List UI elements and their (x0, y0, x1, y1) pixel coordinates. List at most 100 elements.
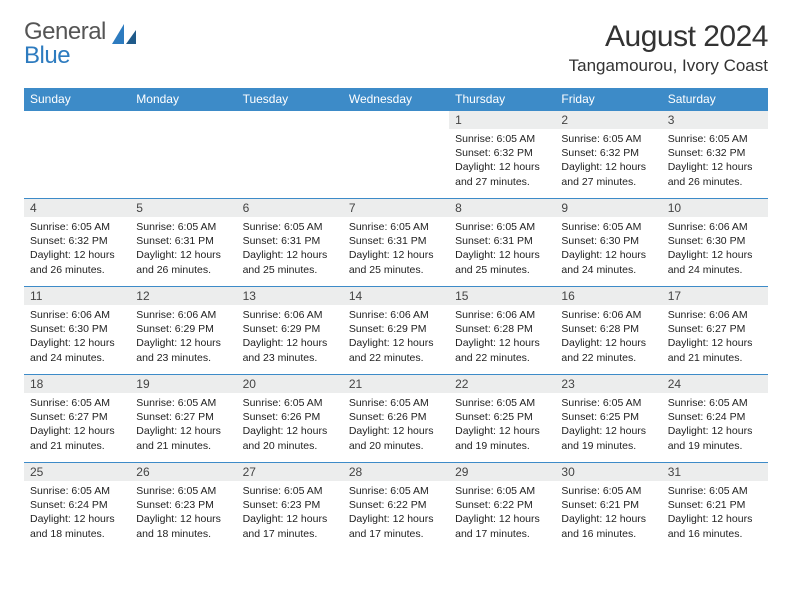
day-content: Sunrise: 6:05 AMSunset: 6:32 PMDaylight:… (24, 217, 130, 281)
sunrise-line: Sunrise: 6:05 AM (30, 484, 124, 498)
day-content: Sunrise: 6:05 AMSunset: 6:30 PMDaylight:… (555, 217, 661, 281)
sunset-line: Sunset: 6:25 PM (561, 410, 655, 424)
day-number: 3 (662, 111, 768, 129)
sunset-line: Sunset: 6:32 PM (668, 146, 762, 160)
daylight-line: Daylight: 12 hours and 19 minutes. (455, 424, 549, 452)
day-number: 17 (662, 287, 768, 305)
location: Tangamourou, Ivory Coast (569, 56, 768, 76)
day-number: 9 (555, 199, 661, 217)
day-content: Sunrise: 6:06 AMSunset: 6:30 PMDaylight:… (662, 217, 768, 281)
daylight-line: Daylight: 12 hours and 26 minutes. (136, 248, 230, 276)
calendar-day-cell: 30Sunrise: 6:05 AMSunset: 6:21 PMDayligh… (555, 463, 661, 551)
sunrise-line: Sunrise: 6:06 AM (455, 308, 549, 322)
calendar-day-cell: 18Sunrise: 6:05 AMSunset: 6:27 PMDayligh… (24, 375, 130, 463)
sunset-line: Sunset: 6:31 PM (349, 234, 443, 248)
day-number: 11 (24, 287, 130, 305)
calendar-body: 1Sunrise: 6:05 AMSunset: 6:32 PMDaylight… (24, 111, 768, 551)
calendar-week-row: 11Sunrise: 6:06 AMSunset: 6:30 PMDayligh… (24, 287, 768, 375)
day-content: Sunrise: 6:05 AMSunset: 6:31 PMDaylight:… (449, 217, 555, 281)
sunset-line: Sunset: 6:27 PM (136, 410, 230, 424)
day-content: Sunrise: 6:06 AMSunset: 6:28 PMDaylight:… (449, 305, 555, 369)
sunset-line: Sunset: 6:26 PM (349, 410, 443, 424)
sunrise-line: Sunrise: 6:05 AM (30, 396, 124, 410)
calendar-day-cell: 8Sunrise: 6:05 AMSunset: 6:31 PMDaylight… (449, 199, 555, 287)
sunrise-line: Sunrise: 6:06 AM (349, 308, 443, 322)
day-content: Sunrise: 6:05 AMSunset: 6:25 PMDaylight:… (449, 393, 555, 457)
day-content: Sunrise: 6:06 AMSunset: 6:30 PMDaylight:… (24, 305, 130, 369)
daylight-line: Daylight: 12 hours and 16 minutes. (561, 512, 655, 540)
day-content: Sunrise: 6:05 AMSunset: 6:27 PMDaylight:… (24, 393, 130, 457)
sunset-line: Sunset: 6:30 PM (668, 234, 762, 248)
sunrise-line: Sunrise: 6:05 AM (136, 396, 230, 410)
weekday-header: Thursday (449, 88, 555, 111)
day-content: Sunrise: 6:05 AMSunset: 6:27 PMDaylight:… (130, 393, 236, 457)
calendar-day-cell: 21Sunrise: 6:05 AMSunset: 6:26 PMDayligh… (343, 375, 449, 463)
calendar-header-row: SundayMondayTuesdayWednesdayThursdayFrid… (24, 88, 768, 111)
sunset-line: Sunset: 6:30 PM (561, 234, 655, 248)
day-content: Sunrise: 6:06 AMSunset: 6:28 PMDaylight:… (555, 305, 661, 369)
day-content: Sunrise: 6:05 AMSunset: 6:22 PMDaylight:… (343, 481, 449, 545)
calendar-day-cell: 25Sunrise: 6:05 AMSunset: 6:24 PMDayligh… (24, 463, 130, 551)
daylight-line: Daylight: 12 hours and 18 minutes. (30, 512, 124, 540)
title-block: August 2024 Tangamourou, Ivory Coast (569, 20, 768, 76)
logo-word-general: General (24, 18, 106, 45)
calendar-day-cell: 31Sunrise: 6:05 AMSunset: 6:21 PMDayligh… (662, 463, 768, 551)
sunrise-line: Sunrise: 6:05 AM (561, 396, 655, 410)
calendar-day-cell: 1Sunrise: 6:05 AMSunset: 6:32 PMDaylight… (449, 111, 555, 199)
day-content: Sunrise: 6:05 AMSunset: 6:21 PMDaylight:… (662, 481, 768, 545)
day-content: Sunrise: 6:05 AMSunset: 6:25 PMDaylight:… (555, 393, 661, 457)
sunrise-line: Sunrise: 6:05 AM (136, 484, 230, 498)
calendar-day-cell: 22Sunrise: 6:05 AMSunset: 6:25 PMDayligh… (449, 375, 555, 463)
daylight-line: Daylight: 12 hours and 21 minutes. (668, 336, 762, 364)
sunset-line: Sunset: 6:23 PM (136, 498, 230, 512)
daylight-line: Daylight: 12 hours and 17 minutes. (243, 512, 337, 540)
daylight-line: Daylight: 12 hours and 18 minutes. (136, 512, 230, 540)
calendar-day-cell: 3Sunrise: 6:05 AMSunset: 6:32 PMDaylight… (662, 111, 768, 199)
day-content: Sunrise: 6:05 AMSunset: 6:32 PMDaylight:… (449, 129, 555, 193)
weekday-header: Monday (130, 88, 236, 111)
day-number: 12 (130, 287, 236, 305)
sunrise-line: Sunrise: 6:05 AM (455, 396, 549, 410)
sunset-line: Sunset: 6:25 PM (455, 410, 549, 424)
sunrise-line: Sunrise: 6:06 AM (668, 220, 762, 234)
daylight-line: Daylight: 12 hours and 22 minutes. (349, 336, 443, 364)
calendar-day-cell: 4Sunrise: 6:05 AMSunset: 6:32 PMDaylight… (24, 199, 130, 287)
daylight-line: Daylight: 12 hours and 24 minutes. (30, 336, 124, 364)
sunset-line: Sunset: 6:30 PM (30, 322, 124, 336)
day-number: 27 (237, 463, 343, 481)
sunrise-line: Sunrise: 6:06 AM (668, 308, 762, 322)
calendar-day-cell (24, 111, 130, 199)
calendar-day-cell (237, 111, 343, 199)
calendar-day-cell: 12Sunrise: 6:06 AMSunset: 6:29 PMDayligh… (130, 287, 236, 375)
day-number: 15 (449, 287, 555, 305)
daylight-line: Daylight: 12 hours and 26 minutes. (30, 248, 124, 276)
sunset-line: Sunset: 6:29 PM (243, 322, 337, 336)
calendar-day-cell: 10Sunrise: 6:06 AMSunset: 6:30 PMDayligh… (662, 199, 768, 287)
day-number: 31 (662, 463, 768, 481)
sunset-line: Sunset: 6:22 PM (349, 498, 443, 512)
calendar-day-cell: 20Sunrise: 6:05 AMSunset: 6:26 PMDayligh… (237, 375, 343, 463)
sunrise-line: Sunrise: 6:06 AM (136, 308, 230, 322)
sunset-line: Sunset: 6:31 PM (243, 234, 337, 248)
day-number: 19 (130, 375, 236, 393)
logo-text-block: General Blue (24, 20, 106, 68)
day-number: 2 (555, 111, 661, 129)
month-title: August 2024 (569, 20, 768, 54)
day-number: 25 (24, 463, 130, 481)
calendar-week-row: 25Sunrise: 6:05 AMSunset: 6:24 PMDayligh… (24, 463, 768, 551)
daylight-line: Daylight: 12 hours and 19 minutes. (561, 424, 655, 452)
daylight-line: Daylight: 12 hours and 21 minutes. (30, 424, 124, 452)
calendar-day-cell: 19Sunrise: 6:05 AMSunset: 6:27 PMDayligh… (130, 375, 236, 463)
calendar-day-cell: 29Sunrise: 6:05 AMSunset: 6:22 PMDayligh… (449, 463, 555, 551)
sunset-line: Sunset: 6:29 PM (349, 322, 443, 336)
sunrise-line: Sunrise: 6:05 AM (455, 132, 549, 146)
sunrise-line: Sunrise: 6:06 AM (30, 308, 124, 322)
day-number: 22 (449, 375, 555, 393)
day-content: Sunrise: 6:05 AMSunset: 6:23 PMDaylight:… (237, 481, 343, 545)
daylight-line: Daylight: 12 hours and 25 minutes. (455, 248, 549, 276)
sunset-line: Sunset: 6:27 PM (30, 410, 124, 424)
daylight-line: Daylight: 12 hours and 27 minutes. (455, 160, 549, 188)
logo: General Blue (24, 20, 138, 68)
daylight-line: Daylight: 12 hours and 17 minutes. (349, 512, 443, 540)
calendar-day-cell: 26Sunrise: 6:05 AMSunset: 6:23 PMDayligh… (130, 463, 236, 551)
